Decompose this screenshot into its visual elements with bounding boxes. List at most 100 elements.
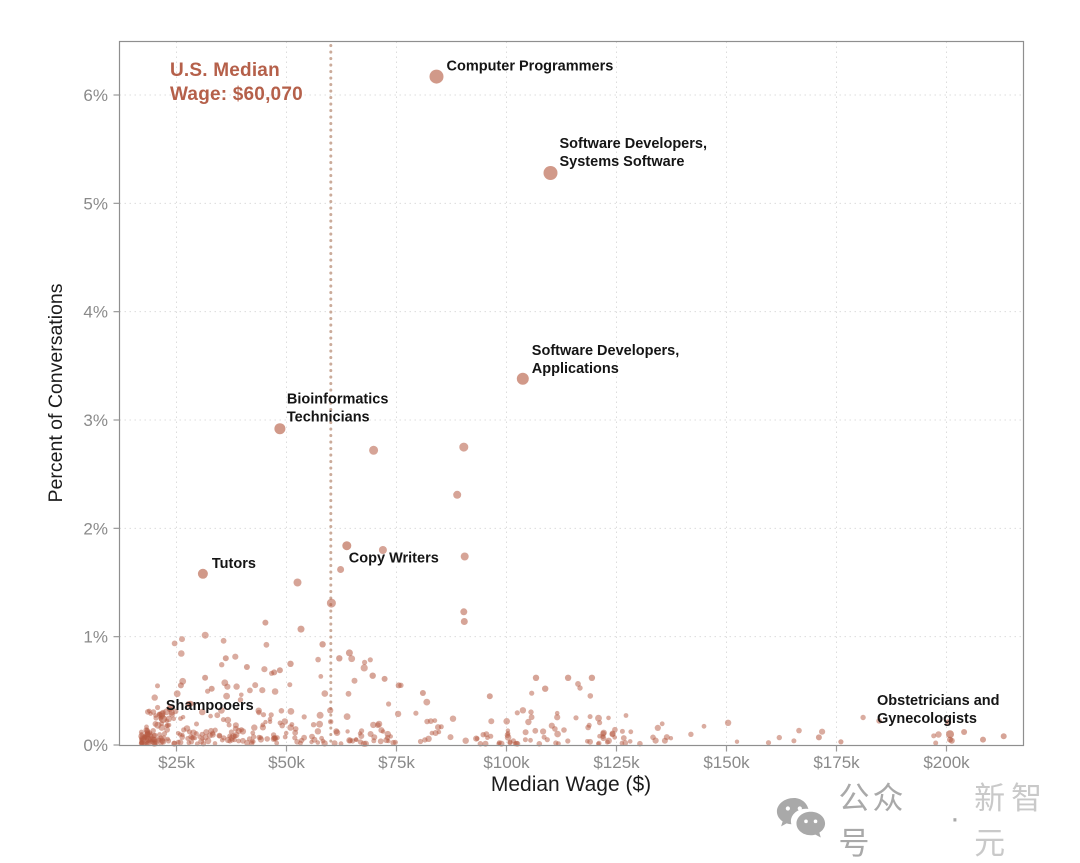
scatter-point xyxy=(274,735,280,741)
scatter-point xyxy=(319,641,326,648)
median-wage-annotation-line1: U.S. Median xyxy=(170,60,280,81)
y-tick-label: 6% xyxy=(83,86,108,105)
x-tick-label: $150k xyxy=(703,753,750,772)
scatter-point xyxy=(765,740,772,746)
y-tick-label: 1% xyxy=(83,628,108,647)
scatter-point xyxy=(447,734,454,741)
scatter-point xyxy=(259,687,266,694)
scatter-point xyxy=(378,546,387,554)
x-tick-label: $175k xyxy=(813,753,860,772)
scatter-point xyxy=(345,690,352,697)
scatter-point xyxy=(554,714,561,721)
scatter-point xyxy=(178,650,185,657)
scatter-point xyxy=(188,739,195,745)
scatter-point xyxy=(336,655,343,662)
scatter-point xyxy=(528,709,534,715)
scatter-point xyxy=(370,721,377,729)
scatter-point xyxy=(271,688,279,695)
scatter-point xyxy=(310,722,317,728)
scatter-point xyxy=(378,727,385,734)
scatter-point xyxy=(815,734,822,741)
scatter-point xyxy=(542,685,549,692)
scatter-point xyxy=(480,732,486,738)
scatter-point xyxy=(395,682,402,689)
scatter-point xyxy=(150,728,156,734)
scatter-point xyxy=(554,730,561,738)
scatter-point xyxy=(504,734,512,741)
scatter-point xyxy=(734,739,740,744)
scatter-point xyxy=(244,739,251,746)
scatter-point xyxy=(351,677,358,684)
scatter-point xyxy=(724,719,732,726)
scatter-point xyxy=(224,683,231,690)
scatter-point xyxy=(206,732,213,739)
watermark-text-right: 新智元 xyxy=(974,781,1049,861)
occupation-label: Obstetricians and xyxy=(877,693,999,709)
scatter-point xyxy=(208,713,213,719)
occupation-point xyxy=(342,541,352,551)
scatter-point xyxy=(343,713,351,720)
scatter-point xyxy=(600,735,607,742)
scatter-labeled-layer: Computer Programmers Software Developers,… xyxy=(158,59,999,739)
y-tick-label: 4% xyxy=(83,303,108,322)
scatter-point xyxy=(417,738,424,745)
occupation-label: Applications xyxy=(532,361,619,377)
occupation-point xyxy=(158,715,167,723)
scatter-point xyxy=(165,715,173,722)
scatter-point xyxy=(223,692,231,700)
scatter-point xyxy=(369,445,379,455)
x-axis-title: Median Wage ($) xyxy=(491,773,651,796)
scatter-point xyxy=(214,712,221,719)
scatter-point xyxy=(819,728,826,735)
scatter-point xyxy=(935,731,942,738)
scatter-notable-layer xyxy=(166,442,1007,745)
scatter-point xyxy=(362,659,368,666)
scatter-point xyxy=(360,664,368,672)
scatter-point xyxy=(432,730,439,736)
scatter-point xyxy=(283,730,289,736)
scatter-point xyxy=(232,653,239,660)
scatter-point xyxy=(268,712,274,718)
scatter-point xyxy=(386,701,392,707)
scatter-point xyxy=(596,740,602,746)
scatter-point xyxy=(328,719,334,725)
scatter-point xyxy=(540,728,547,735)
scatter-point xyxy=(151,694,158,701)
scatter-point xyxy=(623,713,629,718)
scatter-point xyxy=(488,733,494,739)
scatter-point xyxy=(357,739,364,745)
scatter-point xyxy=(157,732,163,738)
x-tick-label: $125k xyxy=(593,753,640,772)
scatter-point xyxy=(652,737,659,744)
scatter-point xyxy=(931,733,937,739)
scatter-point xyxy=(609,731,616,738)
scatter-point xyxy=(194,721,199,727)
occupation-label: Shampooers xyxy=(166,698,254,714)
scatter-point xyxy=(668,736,674,741)
scatter-point xyxy=(394,710,402,718)
occupation-point xyxy=(429,69,444,84)
scatter-point xyxy=(180,714,186,720)
scatter-point xyxy=(331,740,338,747)
scatter-point xyxy=(413,710,419,716)
scatter-point xyxy=(315,656,321,663)
scatter-point xyxy=(228,729,234,735)
scatter-point xyxy=(505,728,511,733)
scatter-point xyxy=(243,664,250,670)
scatter-point xyxy=(259,724,266,731)
scatter-point xyxy=(532,727,539,734)
scatter-point xyxy=(507,739,513,745)
scatter-point xyxy=(321,690,329,697)
scatter-point xyxy=(661,737,668,744)
scatter-point xyxy=(204,737,212,745)
scatter-point xyxy=(233,731,240,739)
scatter-point xyxy=(263,719,268,725)
scatter-point xyxy=(315,740,321,745)
scatter-point xyxy=(367,657,373,663)
scatter-point xyxy=(838,739,844,745)
scatter-point xyxy=(270,732,277,738)
y-axis-title: Percent of Conversations xyxy=(45,283,67,502)
scatter-point xyxy=(179,636,185,643)
scatter-point xyxy=(860,714,866,721)
scatter-point xyxy=(264,736,271,742)
